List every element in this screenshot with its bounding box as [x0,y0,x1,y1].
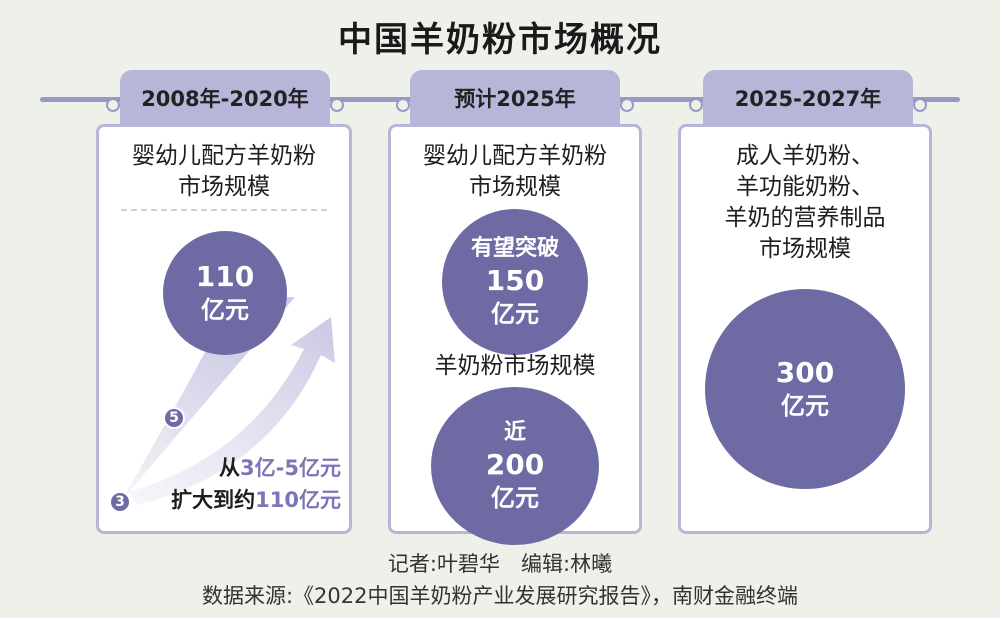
circle-value: 110 [195,260,255,293]
page-title: 中国羊奶粉市场概况 [338,20,662,60]
panel-2025-2027: 成人羊奶粉、 羊功能奶粉、 羊奶的营养制品 市场规模 300 亿元 [678,124,932,534]
marker-5: 5 [163,407,185,429]
panel-subtitle-line-2: 市场规模 [178,174,270,200]
growth-line-2-prefix: 扩大到约 [171,488,256,512]
circle-value: 200 [485,448,545,481]
circle-value: 300 [775,356,835,389]
growth-line-1: 从3亿-5亿元 [219,453,341,483]
dashed-divider [121,209,327,211]
value-circle-150: 有望突破 150 亿元 [442,209,588,355]
growth-arrow [129,317,335,505]
panel-subtitle-line-1: 婴幼儿配方羊奶粉 [423,143,607,169]
circle-unit: 亿元 [491,484,539,512]
panel-subtitle-line-2: 羊功能奶粉、 [736,174,874,200]
panel-subtitle-line-1: 成人羊奶粉、 [736,143,874,169]
circle-prefix: 近 [503,420,526,445]
panel-subtitle-line-4: 市场规模 [759,236,851,262]
circle-unit: 亿元 [781,392,829,420]
circle-unit: 亿元 [201,296,249,324]
panel-subtitle-line-1: 婴幼儿配方羊奶粉 [132,143,316,169]
circle-prefix: 有望突破 [470,236,559,261]
panel-subtitle-line-3: 羊奶的营养制品 [724,205,886,231]
growth-line-2: 扩大到约110亿元 [171,485,341,515]
value-circle-110: 110 亿元 [163,231,287,355]
circle-unit: 亿元 [491,300,539,328]
growth-line-1-highlight: 3亿-5亿元 [240,456,341,480]
panel-2025: 婴幼儿配方羊奶粉 市场规模 有望突破 150 亿元 羊奶粉市场规模 近 200 … [388,124,642,545]
goat-milk-market-label: 羊奶粉市场规模 [434,353,596,379]
tab-2025-2027: 2025-2027年 [689,70,927,126]
value-circle-200: 近 200 亿元 [431,387,599,545]
tab-2025: 预计2025年 [396,70,634,126]
marker-3: 3 [109,491,131,513]
credits-line: 记者:叶碧华 编辑:林曦 [387,552,613,576]
circle-value: 150 [485,264,545,297]
source-line: 数据来源:《2022中国羊奶粉产业发展研究报告》，南财金融终端 [201,584,799,608]
panel-subtitle-line-2: 市场规模 [469,174,561,200]
panel-2008-2020: 婴幼儿配方羊奶粉 市场规模 110 亿元 5 3 从3亿-5亿元 扩大到约110… [96,124,352,534]
value-circle-300: 300 亿元 [705,289,905,489]
growth-line-1-prefix: 从 [219,456,241,480]
growth-line-2-highlight: 110亿元 [255,488,341,512]
tab-2008-2020: 2008年-2020年 [106,70,344,126]
